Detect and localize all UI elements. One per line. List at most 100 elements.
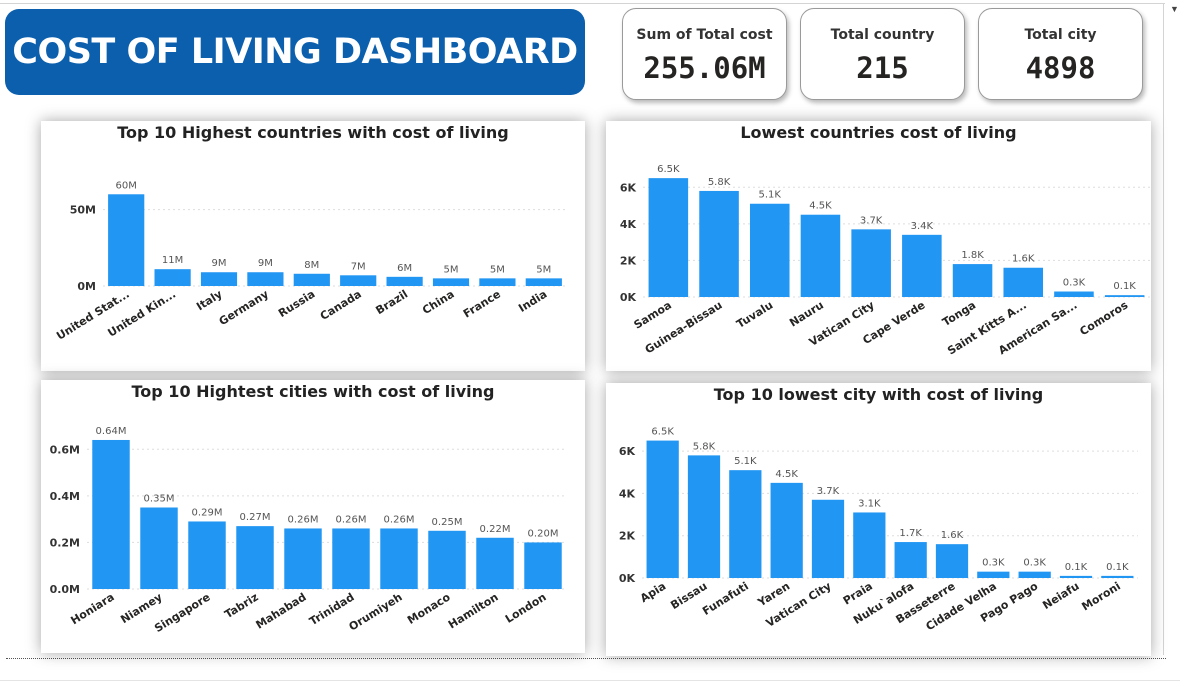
x-tick-label: London [503, 591, 549, 626]
data-label: 0.25M [432, 517, 463, 528]
bar [332, 528, 370, 589]
data-label: 3.1K [858, 498, 881, 509]
data-label: 5M [490, 264, 505, 275]
bar [811, 499, 845, 578]
chart-lowest-countries[interactable]: Lowest countries cost of living 0K 2K 4K 6K… [606, 121, 1151, 371]
y-tick-label: 0.4M [50, 490, 80, 503]
data-label: 9M [258, 258, 273, 269]
x-tick-label: Comoros [1077, 298, 1130, 338]
data-label: 1.6K [1012, 254, 1035, 265]
x-tick-label: Tuvalu [734, 299, 775, 331]
data-label: 1.7K [899, 528, 922, 539]
chart-plot: 0K2K4K6K6.5KSamoa5.8KGuinea-Bissau5.1KTu… [620, 164, 1150, 357]
x-tick-label: Mahabad [254, 591, 309, 632]
bar [1018, 571, 1051, 578]
data-label: 7M [351, 261, 366, 272]
bar [851, 229, 891, 297]
chevron-down-icon[interactable]: ▼ [1170, 4, 1179, 14]
bar [108, 194, 145, 286]
data-label: 3.4K [911, 221, 934, 232]
x-tick-label: Nauru [787, 299, 826, 330]
dashboard-title: COST OF LIVING DASHBOARD [12, 32, 578, 72]
y-tick-label: 0M [77, 280, 96, 293]
bar [894, 542, 927, 578]
data-label: 6.5K [651, 427, 674, 438]
bar [154, 269, 191, 286]
x-tick-label: Moroni [1079, 580, 1122, 614]
y-tick-label: 50M [70, 204, 96, 217]
data-label: 5.1K [734, 456, 757, 467]
x-tick-label: Honiara [68, 591, 116, 628]
data-label: 5.8K [708, 177, 731, 188]
x-tick-label: China [420, 288, 457, 318]
data-label: 3.7K [860, 215, 883, 226]
bar [977, 571, 1010, 578]
chart-plot: 0.0M0.2M0.4M0.6M0.64MHoniara0.35MNiamey0… [50, 426, 567, 635]
right-border [1163, 3, 1164, 655]
chart-highest-cities[interactable]: Top 10 Hightest cities with cost of livi… [41, 380, 585, 653]
x-tick-label: Russia [276, 288, 317, 321]
data-label: 0.1K [1065, 562, 1088, 573]
chart-title: Lowest countries cost of living [740, 123, 1017, 142]
bar [479, 278, 516, 286]
data-label: 0.3K [1063, 278, 1086, 289]
title-banner: COST OF LIVING DASHBOARD [5, 9, 585, 95]
y-tick-label: 0.6M [50, 443, 80, 456]
bar [236, 526, 274, 589]
bar [1104, 295, 1145, 297]
kpi-label: Total city [1024, 27, 1097, 43]
top-border [0, 3, 1165, 4]
chart-lowest-cities[interactable]: Top 10 lowest city with cost of living 0… [606, 383, 1151, 656]
y-tick-label: 0K [619, 572, 636, 585]
data-label: 5M [444, 264, 459, 275]
data-label: 0.35M [144, 494, 175, 505]
bar [1003, 267, 1044, 297]
y-tick-label: 6K [620, 181, 637, 194]
data-label: 4.5K [775, 469, 798, 480]
kpi-card-total-city[interactable]: Total city 4898 [978, 8, 1143, 100]
bar [380, 528, 418, 589]
data-label: 11M [162, 255, 183, 266]
x-tick-label: Cidade Velha [924, 580, 999, 634]
y-tick-label: 4K [620, 218, 637, 231]
bar [140, 507, 178, 589]
x-tick-label: Apia [638, 580, 668, 606]
x-tick-label: Tabriz [222, 591, 260, 622]
x-tick-label: Neiafu [1040, 580, 1081, 612]
bar [200, 272, 238, 286]
bar [432, 278, 470, 286]
data-label: 1.8K [961, 250, 984, 261]
chart-plot: 0K2K4K6K6.5KApia5.8KBissau5.1KFunafuti4.… [619, 427, 1138, 634]
x-tick-label: France [461, 288, 503, 321]
bar [1101, 575, 1134, 578]
kpi-value: 215 [856, 51, 909, 85]
data-label: 0.29M [192, 507, 223, 518]
data-label: 0.3K [1023, 558, 1046, 569]
bar [935, 544, 969, 578]
bar [92, 439, 130, 589]
y-tick-label: 0.2M [50, 536, 80, 549]
bar [1059, 575, 1093, 578]
x-tick-label: Italy [194, 288, 224, 314]
chart-highest-countries[interactable]: Top 10 Highest countries with cost of li… [41, 121, 585, 371]
data-label: 0.3K [982, 558, 1005, 569]
data-label: 0.26M [384, 514, 415, 525]
data-label: 0.26M [336, 514, 367, 525]
bar [525, 278, 562, 286]
bar [749, 203, 790, 297]
data-label: 60M [116, 180, 137, 191]
bar [770, 482, 803, 578]
bar [952, 264, 993, 297]
kpi-card-total-country[interactable]: Total country 215 [800, 8, 965, 100]
bar [476, 537, 514, 589]
x-tick-label: India [516, 288, 549, 315]
y-tick-label: 0.0M [50, 583, 80, 596]
kpi-card-total-cost[interactable]: Sum of Total cost 255.06M [622, 8, 787, 100]
data-label: 8M [304, 260, 319, 271]
y-tick-label: 6K [619, 445, 636, 458]
x-tick-label: Hamilton [446, 591, 501, 632]
data-label: 6M [397, 263, 412, 274]
data-label: 3.7K [817, 486, 840, 497]
y-tick-label: 2K [620, 254, 637, 267]
chart-title: Top 10 Highest countries with cost of li… [117, 123, 509, 142]
